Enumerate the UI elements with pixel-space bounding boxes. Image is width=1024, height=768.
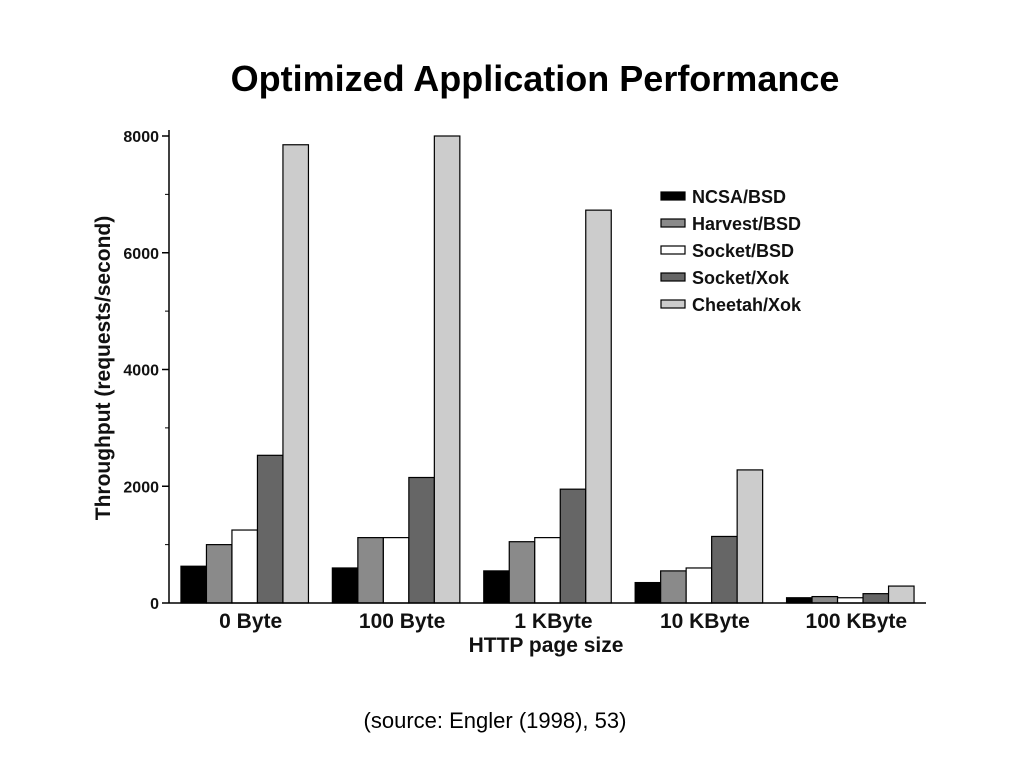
category-label: 100 Byte — [359, 610, 445, 633]
bar-harvest-bsd-0 — [205, 544, 233, 604]
category-label: 1 KByte — [514, 610, 592, 633]
bar-ncsa-bsd-1 — [331, 567, 359, 604]
y-tick-label: 4000 — [123, 363, 159, 380]
x-axis-title: HTTP page size — [469, 634, 624, 657]
bar-cheetah-xok-3 — [736, 469, 764, 604]
bar-socket-bsd-1 — [382, 537, 410, 604]
slide-title: Optimized Application Performance — [230, 58, 840, 99]
y-axis-title: Throughput (requests/second) — [92, 216, 115, 521]
legend-label: Socket/Xok — [692, 268, 790, 288]
legend-swatch — [660, 191, 686, 201]
legend-label: Socket/BSD — [692, 241, 794, 261]
y-tick-label: 8000 — [123, 129, 159, 146]
bar-harvest-bsd-2 — [508, 541, 536, 604]
bar-socket-xok-0 — [256, 454, 284, 604]
source-note: (source: Engler (1998), 53) — [363, 708, 627, 733]
bars-group — [180, 135, 915, 604]
bar-cheetah-xok-2 — [585, 209, 612, 604]
legend-label: Cheetah/Xok — [692, 295, 802, 315]
category-label: 10 KByte — [660, 610, 750, 633]
bar-socket-bsd-3 — [685, 567, 713, 604]
bar-cheetah-xok-4 — [887, 585, 915, 604]
legend-label: Harvest/BSD — [692, 214, 801, 234]
bar-socket-xok-4 — [862, 593, 890, 604]
bar-cheetah-xok-0 — [282, 144, 310, 604]
bar-socket-bsd-4 — [836, 597, 864, 604]
bar-cheetah-xok-1 — [433, 135, 461, 604]
bar-socket-xok-3 — [711, 535, 738, 604]
bar-harvest-bsd-3 — [660, 570, 687, 604]
bar-socket-xok-2 — [559, 488, 587, 604]
bar-socket-xok-1 — [408, 476, 435, 604]
category-label: 0 Byte — [219, 610, 282, 633]
category-label: 100 KByte — [806, 610, 908, 633]
legend-swatch — [660, 218, 686, 228]
category-labels: 0 Byte 100 Byte 1 KByte 10 KByte 100 KByte — [219, 610, 907, 633]
y-axis-ticks: 0 2000 4000 6000 8000 — [123, 129, 169, 613]
bar-ncsa-bsd-0 — [180, 565, 208, 604]
bar-ncsa-bsd-4 — [785, 597, 813, 604]
legend-swatch — [660, 272, 686, 282]
legend-swatch — [660, 245, 686, 255]
legend-swatch — [660, 299, 686, 309]
bar-socket-bsd-0 — [231, 529, 259, 604]
bar-socket-bsd-2 — [534, 537, 561, 604]
y-tick-label: 0 — [150, 596, 159, 613]
bar-harvest-bsd-1 — [357, 537, 384, 604]
bar-ncsa-bsd-3 — [634, 581, 662, 604]
bar-chart: 0 2000 4000 6000 8000 0 Byte 100 Byte 1 KByte 1… — [92, 129, 926, 657]
y-tick-label: 2000 — [123, 479, 159, 496]
bar-ncsa-bsd-2 — [483, 570, 510, 604]
bar-harvest-bsd-4 — [811, 595, 839, 604]
legend: NCSA/BSD Harvest/BSD Socket/BSD Socket/Xok C… — [660, 187, 802, 315]
legend-label: NCSA/BSD — [692, 187, 786, 207]
y-tick-label: 6000 — [123, 246, 159, 263]
